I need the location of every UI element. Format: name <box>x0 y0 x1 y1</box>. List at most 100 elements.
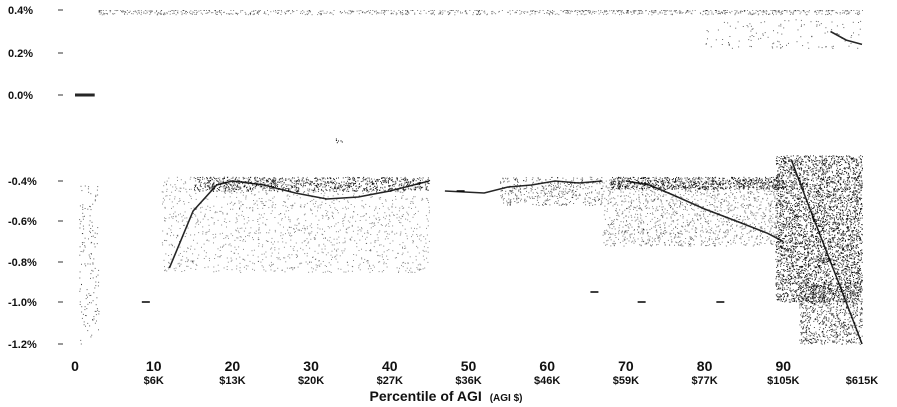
scatter-point <box>681 243 683 245</box>
scatter-point <box>226 212 228 214</box>
scatter-point <box>191 13 193 15</box>
scatter-point <box>425 242 427 244</box>
scatter-point <box>399 244 401 246</box>
scatter-point <box>305 182 307 184</box>
scatter-point <box>358 186 360 188</box>
scatter-point <box>338 185 340 187</box>
scatter-point <box>243 185 245 187</box>
scatter-point <box>246 190 248 192</box>
scatter-point <box>539 178 541 180</box>
scatter-point <box>778 41 780 43</box>
scatter-point <box>566 10 568 11</box>
scatter-point <box>762 189 764 191</box>
scatter-point <box>244 240 246 242</box>
scatter-point <box>381 10 383 12</box>
scatter-point <box>145 13 147 15</box>
scatter-point <box>751 14 753 16</box>
scatter-point <box>244 184 245 186</box>
scatter-point <box>391 178 393 180</box>
scatter-point <box>379 244 380 246</box>
scatter-point <box>288 254 290 256</box>
scatter-point <box>624 231 626 233</box>
scatter-point <box>755 10 757 11</box>
scatter-point <box>253 203 255 205</box>
scatter-point <box>245 198 247 200</box>
scatter-point <box>520 12 522 14</box>
scatter-point <box>507 192 509 194</box>
scatter-point <box>750 210 752 212</box>
scatter-point <box>403 184 405 186</box>
scatter-point <box>816 25 818 27</box>
scatter-point <box>748 206 749 208</box>
scatter-point <box>260 214 262 216</box>
scatter-point <box>288 188 289 190</box>
scatter-point <box>95 281 97 283</box>
scatter-point <box>692 10 694 12</box>
scatter-point <box>319 228 321 230</box>
scatter-point <box>264 205 265 206</box>
scatter-point <box>312 181 313 183</box>
scatter-point <box>173 246 175 248</box>
scatter-point <box>366 182 368 184</box>
scatter-point <box>365 213 367 215</box>
scatter-point <box>413 214 415 216</box>
scatter-point <box>383 263 385 265</box>
scatter-point <box>89 256 91 258</box>
scatter-point <box>383 180 385 182</box>
scatter-point <box>600 204 602 206</box>
scatter-point <box>514 201 516 202</box>
scatter-point <box>568 188 570 190</box>
scatter-point <box>212 184 214 186</box>
scatter-point <box>695 202 697 204</box>
scatter-point <box>642 190 644 192</box>
scatter-point <box>718 231 720 233</box>
scatter-point <box>310 223 312 225</box>
scatter-point <box>208 187 210 189</box>
scatter-point <box>138 12 140 14</box>
scatter-point <box>724 10 726 11</box>
scatter-point <box>80 220 82 222</box>
scatter-point <box>607 187 609 189</box>
scatter-point <box>366 187 368 189</box>
scatter-point <box>651 194 652 196</box>
scatter-point <box>772 13 773 14</box>
scatter-point <box>828 13 830 14</box>
scatter-point <box>705 43 707 45</box>
scatter-point <box>664 224 666 226</box>
scatter-point <box>647 239 649 241</box>
scatter-point <box>625 225 627 227</box>
scatter-point <box>410 10 412 11</box>
scatter-point <box>590 202 592 204</box>
scatter-point <box>385 230 387 232</box>
scatter-point <box>365 178 367 180</box>
scatter-point <box>248 178 250 180</box>
scatter-point <box>612 191 614 193</box>
scatter-point <box>258 198 260 200</box>
scatter-point <box>326 184 327 186</box>
scatter-point <box>592 199 594 200</box>
scatter-point <box>503 202 505 204</box>
scatter-point <box>342 252 344 254</box>
scatter-point <box>324 184 326 186</box>
scatter-point <box>714 243 716 245</box>
scatter-point <box>284 13 286 15</box>
scatter-point <box>260 178 262 180</box>
scatter-point <box>680 200 682 202</box>
scatter-point <box>258 227 260 229</box>
scatter-point <box>549 13 550 15</box>
scatter-point <box>385 199 387 201</box>
scatter-point <box>647 194 649 196</box>
scatter-point <box>364 258 366 260</box>
scatter-point <box>825 27 827 29</box>
scatter-point <box>720 182 722 184</box>
scatter-point <box>270 248 272 250</box>
scatter-point <box>781 13 783 15</box>
scatter-point <box>638 201 640 203</box>
scatter-point <box>399 234 401 236</box>
scatter-point <box>613 220 615 222</box>
scatter-point <box>382 259 384 260</box>
scatter-point <box>680 204 682 206</box>
scatter-point <box>319 185 321 187</box>
scatter-point <box>223 221 225 222</box>
scatter-point <box>235 222 237 224</box>
